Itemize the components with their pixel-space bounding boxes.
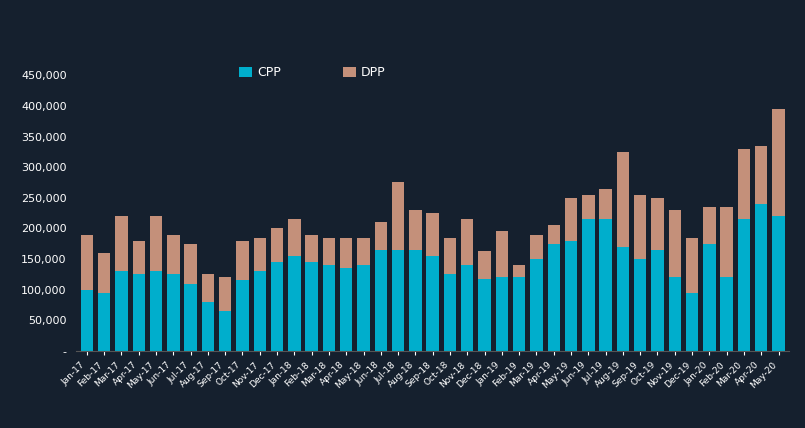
Bar (98, 253, 110, 293)
Bar (444, 238, 456, 274)
Bar (202, 302, 214, 351)
Bar (270, 262, 283, 351)
Bar (513, 277, 526, 351)
Bar (478, 279, 491, 351)
Bar (478, 251, 491, 279)
Bar (80, 290, 93, 351)
Bar (772, 109, 785, 216)
Bar (184, 284, 197, 351)
Bar (565, 241, 577, 351)
Bar (374, 222, 387, 250)
Bar (617, 247, 630, 351)
Bar (634, 259, 646, 351)
Bar (513, 265, 526, 277)
Bar (547, 244, 560, 351)
Bar (305, 262, 318, 351)
Bar (720, 277, 733, 351)
Bar (254, 271, 266, 351)
Bar (668, 210, 681, 277)
Bar (392, 182, 404, 250)
Bar (254, 238, 266, 271)
Bar (686, 293, 698, 351)
Bar (530, 235, 543, 259)
Bar (737, 149, 750, 219)
Bar (323, 265, 335, 351)
Legend: CPP, DPP: CPP, DPP (239, 66, 386, 79)
Bar (150, 271, 163, 351)
Bar (288, 256, 300, 351)
Bar (340, 238, 353, 268)
Bar (288, 219, 300, 256)
Bar (461, 265, 473, 351)
Bar (167, 235, 180, 274)
Bar (340, 268, 353, 351)
Bar (530, 259, 543, 351)
Bar (392, 250, 404, 351)
Bar (167, 274, 180, 351)
Bar (150, 216, 163, 271)
Bar (357, 238, 369, 265)
Bar (634, 195, 646, 259)
Bar (703, 244, 716, 351)
Bar (651, 198, 663, 250)
Bar (202, 274, 214, 302)
Bar (184, 244, 197, 284)
Bar (409, 210, 422, 250)
Bar (668, 277, 681, 351)
Bar (582, 195, 595, 219)
Bar (600, 219, 612, 351)
Bar (755, 204, 767, 351)
Bar (427, 256, 439, 351)
Bar (236, 280, 249, 351)
Bar (427, 213, 439, 256)
Bar (236, 241, 249, 280)
Bar (98, 293, 110, 351)
Bar (133, 241, 145, 274)
Bar (565, 198, 577, 241)
Bar (737, 219, 750, 351)
Bar (270, 229, 283, 262)
Bar (115, 271, 128, 351)
Bar (772, 216, 785, 351)
Bar (496, 232, 508, 277)
Bar (357, 265, 369, 351)
Bar (409, 250, 422, 351)
Bar (617, 152, 630, 247)
Bar (133, 274, 145, 351)
Bar (444, 274, 456, 351)
Bar (461, 219, 473, 265)
Bar (547, 226, 560, 244)
Bar (686, 238, 698, 293)
Bar (755, 146, 767, 204)
Bar (720, 207, 733, 277)
Bar (374, 250, 387, 351)
Bar (115, 216, 128, 271)
Bar (651, 250, 663, 351)
Bar (219, 311, 231, 351)
Bar (600, 189, 612, 219)
Bar (496, 277, 508, 351)
Bar (703, 207, 716, 244)
Bar (305, 235, 318, 262)
Bar (582, 219, 595, 351)
Bar (219, 277, 231, 311)
Bar (80, 235, 93, 290)
Bar (323, 238, 335, 265)
